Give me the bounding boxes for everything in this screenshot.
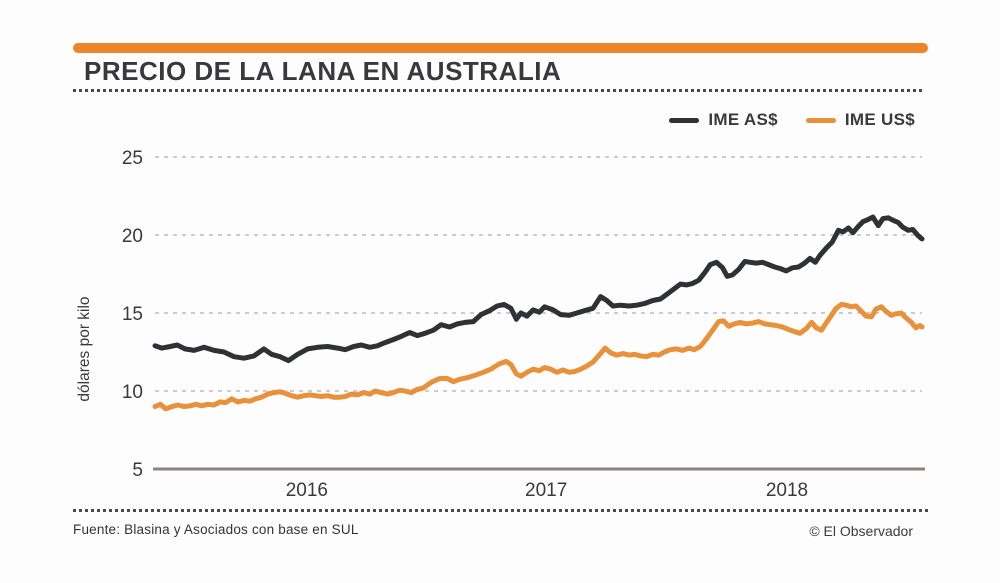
y-tick-label: 20: [122, 226, 143, 247]
legend-swatch-ime-as: [669, 117, 700, 123]
y-tick-label: 5: [132, 460, 143, 481]
x-tick-label: 2017: [525, 480, 567, 501]
accent-bar: [73, 43, 928, 53]
y-tick-label: 25: [122, 148, 143, 169]
page-title: PRECIO DE LA LANA EN AUSTRALIA: [84, 56, 562, 86]
footer-divider: [73, 509, 930, 512]
legend-label-ime-as: IME AS$: [708, 110, 778, 129]
chart-legend: IME AS$ IME US$: [669, 110, 915, 130]
x-tick-label: 2018: [766, 480, 808, 501]
series-line-ime-us: [152, 301, 925, 412]
y-tick-label: 15: [122, 304, 143, 325]
y-axis-title: dólares por kilo: [76, 296, 93, 401]
legend-item-ime-us: IME US$: [805, 110, 915, 130]
legend-item-ime-as: IME AS$: [669, 110, 778, 130]
title-divider: [73, 89, 925, 92]
credit-text: © El Observador: [809, 523, 913, 539]
y-tick-label: 10: [122, 382, 143, 403]
x-tick-label: 2016: [286, 480, 328, 501]
source-text: Fuente: Blasina y Asociados con base en …: [73, 522, 359, 537]
legend-swatch-ime-us: [805, 117, 836, 123]
series-line-ime-as: [152, 214, 925, 364]
legend-label-ime-us: IME US$: [844, 110, 915, 129]
